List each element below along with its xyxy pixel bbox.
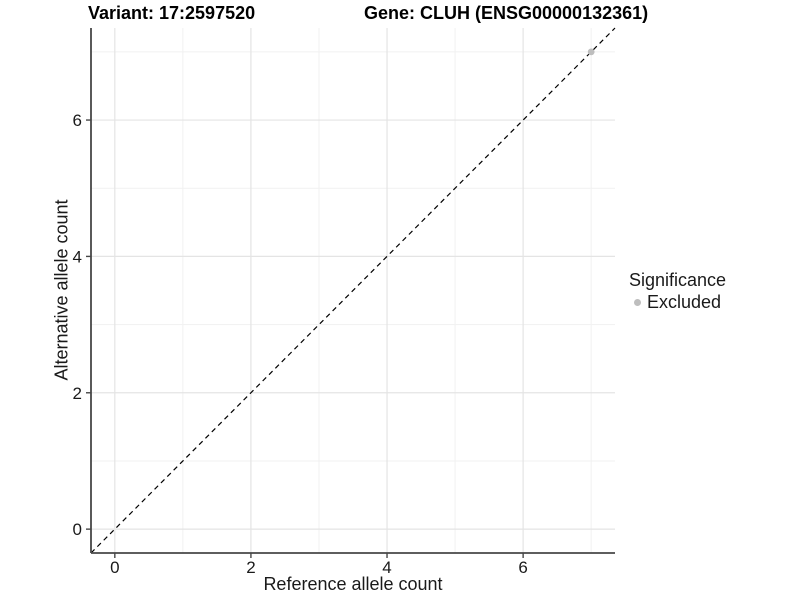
x-tick-label: 4 (382, 558, 391, 577)
x-tick-label: 0 (110, 558, 119, 577)
plot-title-variant: Variant: 17:2597520 (88, 3, 256, 23)
y-tick-label: 2 (73, 384, 82, 403)
y-axis-title: Alternative allele count (51, 199, 72, 381)
x-tick-label: 6 (518, 558, 527, 577)
y-tick-label: 4 (73, 247, 82, 266)
identity-line (90, 27, 616, 554)
x-axis-title: Reference allele count (263, 574, 443, 594)
plot-title-gene: Gene: CLUH (ENSG00000132361) (364, 3, 649, 23)
legend-item-excluded: Excluded (629, 292, 726, 312)
legend-title: Significance (629, 270, 727, 290)
legend-point-swatch (634, 298, 641, 306)
legend: Significance Excluded (629, 269, 726, 312)
y-tick-label: 6 (73, 111, 82, 130)
legend-item-label: Excluded (647, 292, 722, 312)
y-tick-label: 0 (73, 520, 82, 539)
data-point (587, 48, 595, 56)
x-tick-label: 2 (246, 558, 255, 577)
